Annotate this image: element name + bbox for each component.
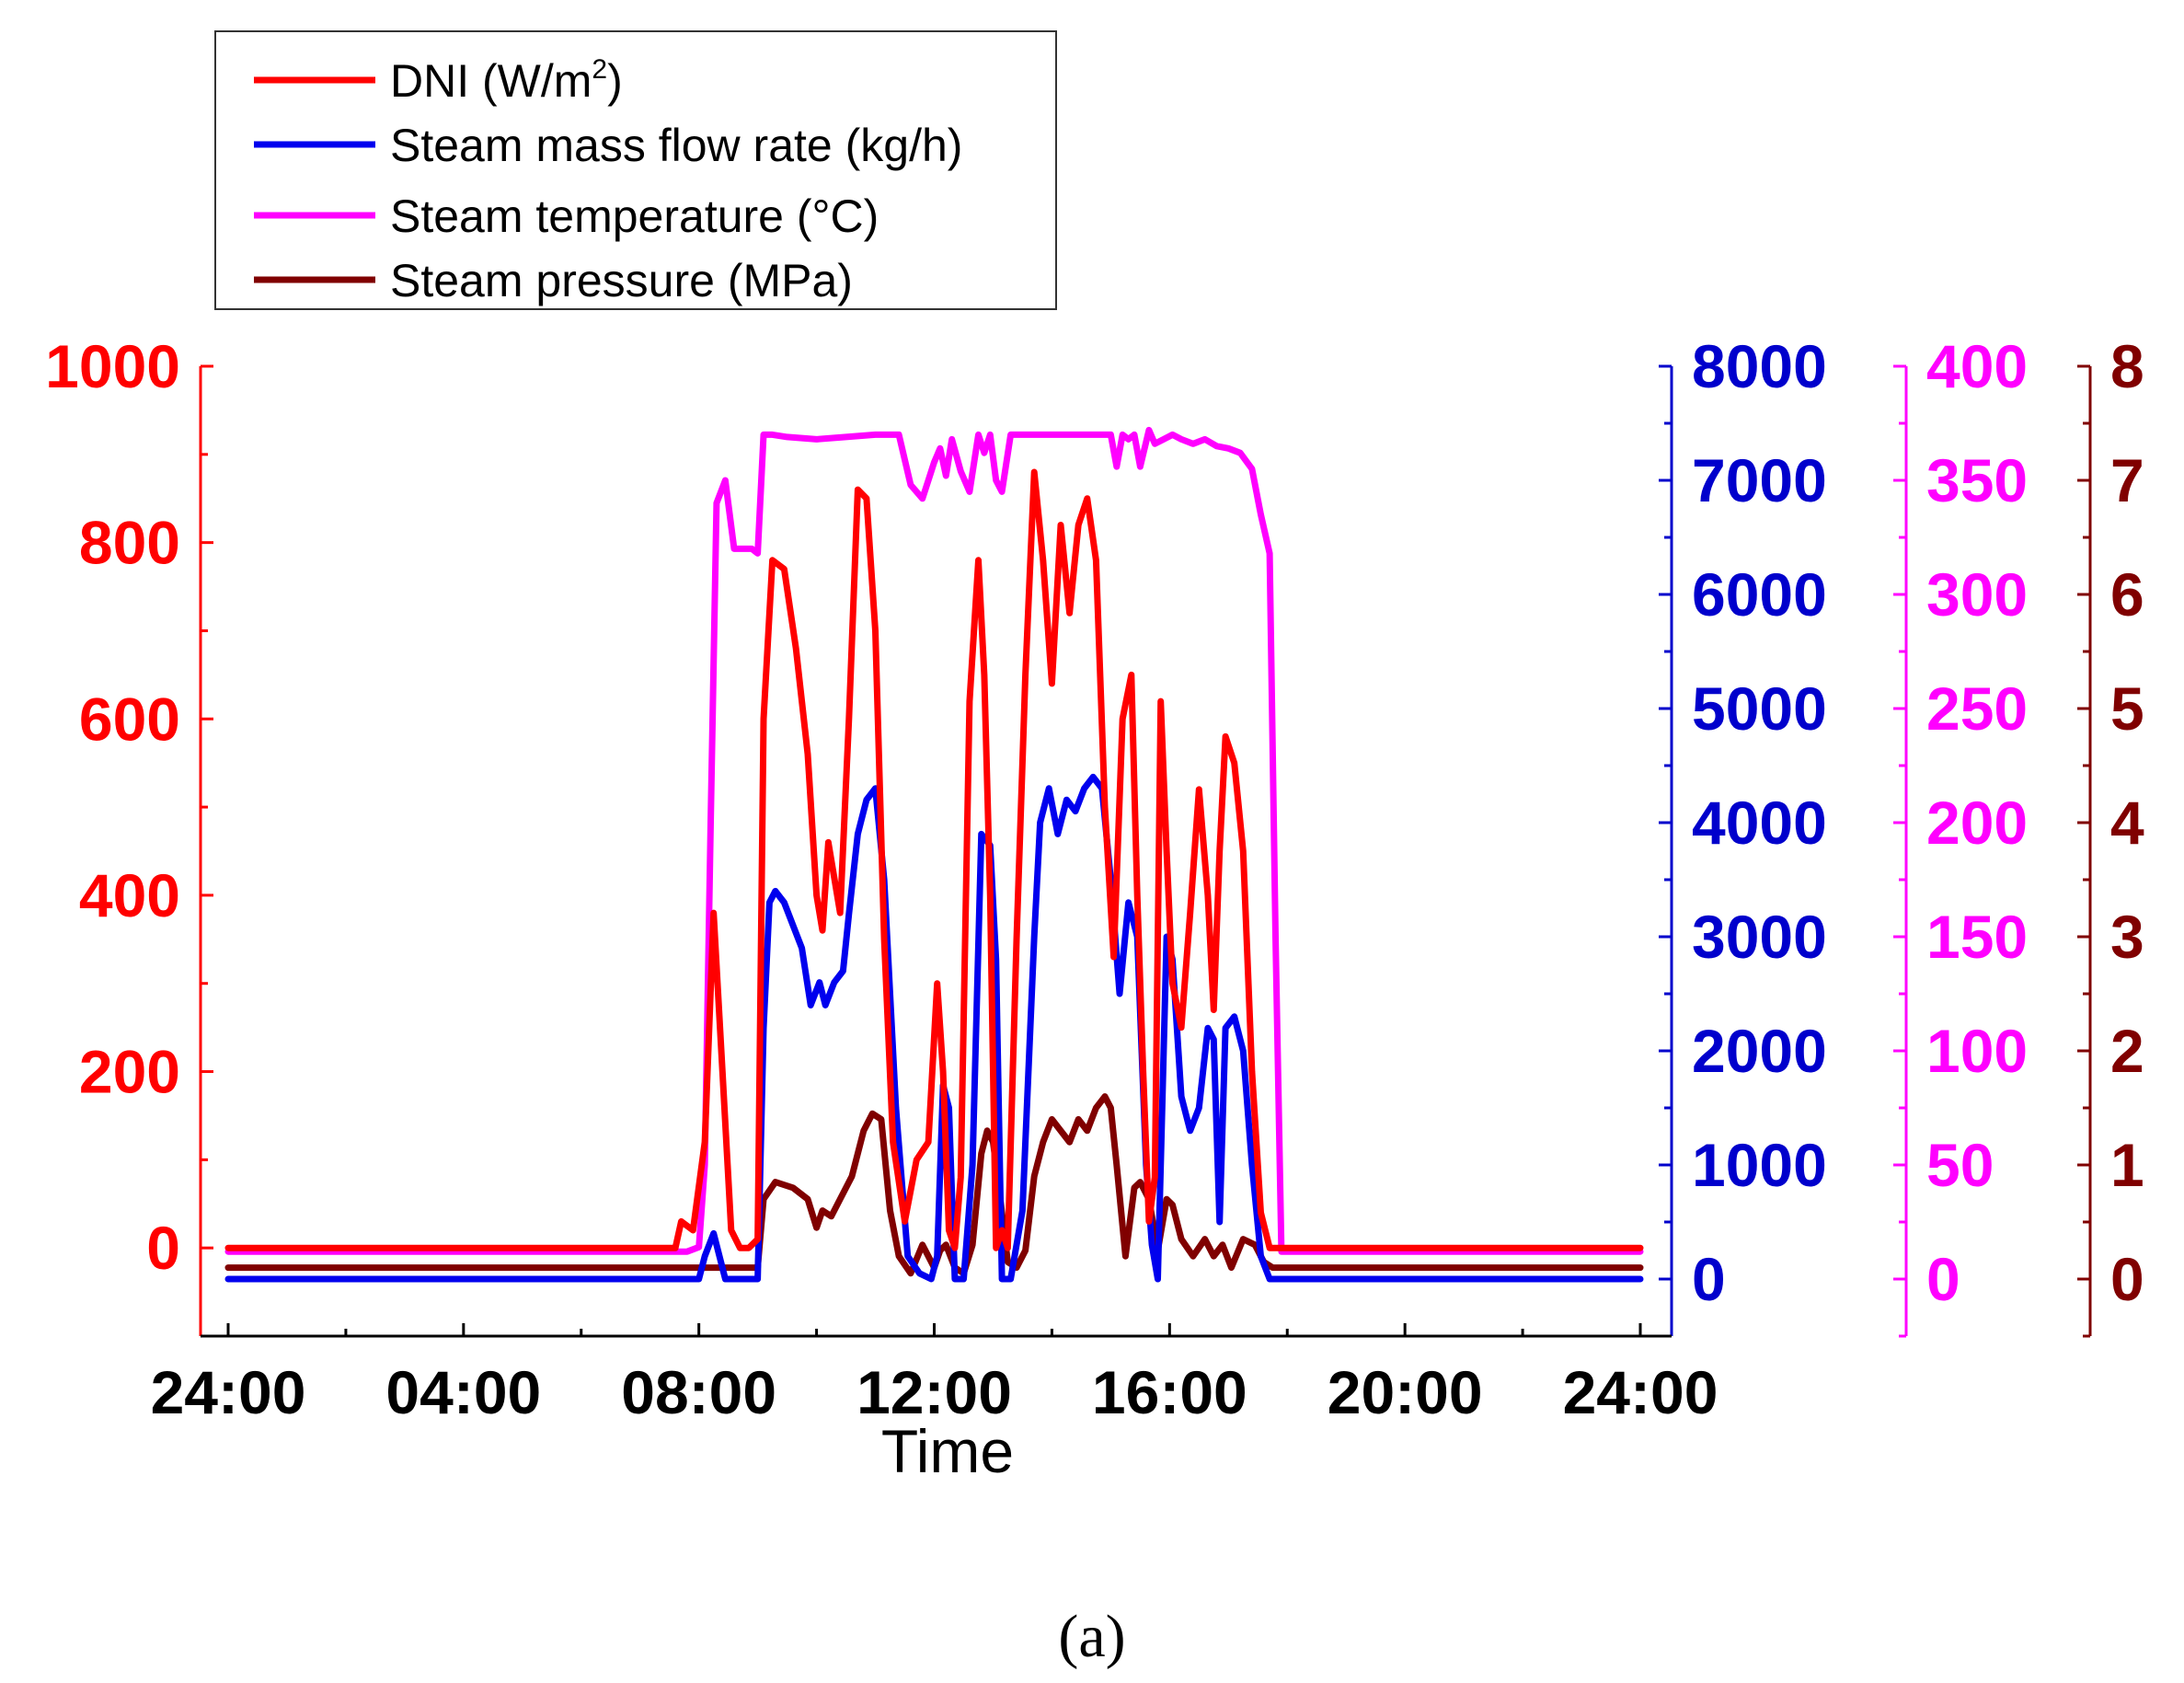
series-layer [224,426,1644,1283]
tick-label-pres: 5 [2110,674,2144,743]
tick-label-flow: 8000 [1692,332,1827,400]
series-line-steam-pressure [224,1093,1644,1277]
tick-label-temp: 50 [1926,1131,1994,1199]
tick-label-dni: 800 [79,509,180,577]
tick-label-dni: 1000 [45,332,180,400]
tick-label-flow: 5000 [1692,674,1827,743]
legend-label: Steam temperature (°C) [390,190,879,242]
tick-label-x: 04:00 [385,1358,541,1426]
tick-label-flow: 2000 [1692,1017,1827,1085]
tick-label-pres: 4 [2110,789,2144,857]
legend-label: Steam mass flow rate (kg/h) [390,120,962,171]
axes-layer: 0200400600800100001000200030004000500060… [45,332,2144,1426]
tick-label-dni: 200 [79,1038,180,1106]
tick-label-x: 16:00 [1092,1358,1247,1426]
tick-label-dni: 600 [79,685,180,753]
tick-label-x: 24:00 [1563,1358,1718,1426]
tick-label-temp: 150 [1926,903,2028,971]
tick-label-pres: 8 [2110,332,2144,400]
legend-label: DNI (W/m2) [390,54,623,107]
series-line-steam-temperature [224,426,1644,1255]
tick-label-temp: 250 [1926,674,2028,743]
panel-label: (a) [1058,1603,1125,1670]
tick-label-temp: 200 [1926,789,2028,857]
tick-label-x: 24:00 [151,1358,306,1426]
tick-label-pres: 1 [2110,1131,2144,1199]
legend-label: Steam pressure (MPa) [390,255,853,306]
tick-label-dni: 400 [79,861,180,929]
legend: DNI (W/m2) Steam mass flow rate (kg/h) Ste… [214,30,1057,310]
x-axis-title: Time [881,1417,1014,1485]
tick-label-x: 12:00 [856,1358,1012,1426]
plot-area: 0200400600800100001000200030004000500060… [45,332,2144,1426]
tick-label-x: 08:00 [621,1358,776,1426]
tick-label-temp: 400 [1926,332,2028,400]
tick-label-dni: 0 [146,1214,180,1282]
tick-label-pres: 0 [2110,1245,2144,1313]
tick-label-flow: 7000 [1692,446,1827,514]
tick-label-temp: 100 [1926,1017,2028,1085]
tick-label-flow: 6000 [1692,560,1827,628]
tick-label-x: 20:00 [1328,1358,1483,1426]
tick-label-temp: 350 [1926,446,2028,514]
tick-label-pres: 3 [2110,903,2144,971]
tick-label-temp: 300 [1926,560,2028,628]
tick-label-pres: 7 [2110,446,2144,514]
tick-label-pres: 6 [2110,560,2144,628]
tick-label-flow: 0 [1692,1245,1726,1313]
tick-label-flow: 1000 [1692,1131,1827,1199]
tick-label-flow: 4000 [1692,789,1827,857]
series-line-steam-mass-flow-rate [224,773,1644,1283]
tick-label-temp: 0 [1926,1245,1960,1313]
tick-label-pres: 2 [2110,1017,2144,1085]
tick-label-flow: 3000 [1692,903,1827,971]
series-line-dni [224,468,1644,1251]
